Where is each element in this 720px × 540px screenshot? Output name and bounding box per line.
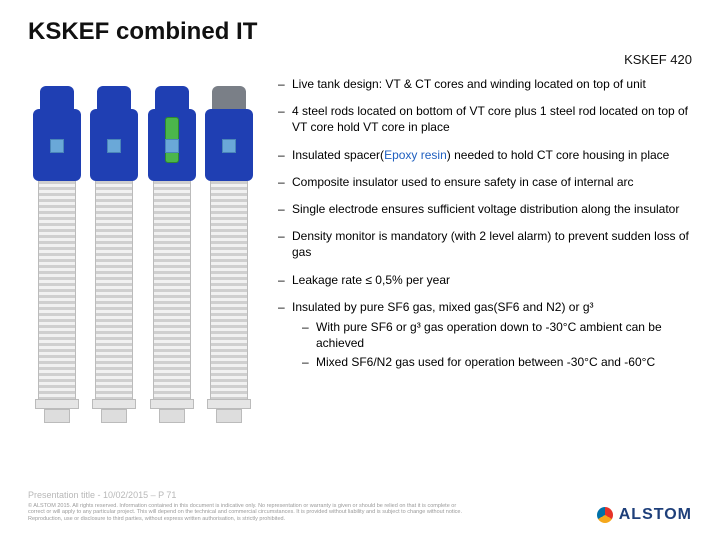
footer: Presentation title - 10/02/2015 – P 71 ©… xyxy=(28,490,692,522)
transformer-unit xyxy=(31,86,83,446)
equipment-illustration xyxy=(28,76,258,446)
transformer-unit xyxy=(88,86,140,446)
bullet-list: Live tank design: VT & CT cores and wind… xyxy=(258,76,692,446)
sub-bullet-item: With pure SF6 or g³ gas operation down t… xyxy=(292,319,692,351)
transformer-unit xyxy=(146,86,198,446)
presentation-info: Presentation title - 10/02/2015 – P 71 xyxy=(28,490,692,500)
bullet-item: Composite insulator used to ensure safet… xyxy=(278,174,692,190)
sub-bullet-item: Mixed SF6/N2 gas used for operation betw… xyxy=(292,354,692,370)
slide: KSKEF combined IT KSKEF 420 Live tank de… xyxy=(0,0,720,540)
bullet-item: Live tank design: VT & CT cores and wind… xyxy=(278,76,692,92)
transformer-unit xyxy=(203,86,255,446)
bullet-item: Density monitor is mandatory (with 2 lev… xyxy=(278,228,692,260)
logo-mark-icon xyxy=(597,507,613,523)
bullet-item: Single electrode ensures sufficient volt… xyxy=(278,201,692,217)
bullet-item: Insulated spacer(Epoxy resin) needed to … xyxy=(278,147,692,163)
legal-text: © ALSTOM 2015. All rights reserved. Info… xyxy=(28,503,468,522)
bullet-item: 4 steel rods located on bottom of VT cor… xyxy=(278,103,692,135)
logo-text: ALSTOM xyxy=(619,506,692,524)
bullet-item: Leakage rate ≤ 0,5% per year xyxy=(278,272,692,288)
slide-title: KSKEF combined IT xyxy=(28,18,692,46)
slide-subtitle: KSKEF 420 xyxy=(624,52,692,67)
brand-logo: ALSTOM xyxy=(597,506,692,524)
content-row: Live tank design: VT & CT cores and wind… xyxy=(28,76,692,446)
bullet-item: Insulated by pure SF6 gas, mixed gas(SF6… xyxy=(278,299,692,371)
